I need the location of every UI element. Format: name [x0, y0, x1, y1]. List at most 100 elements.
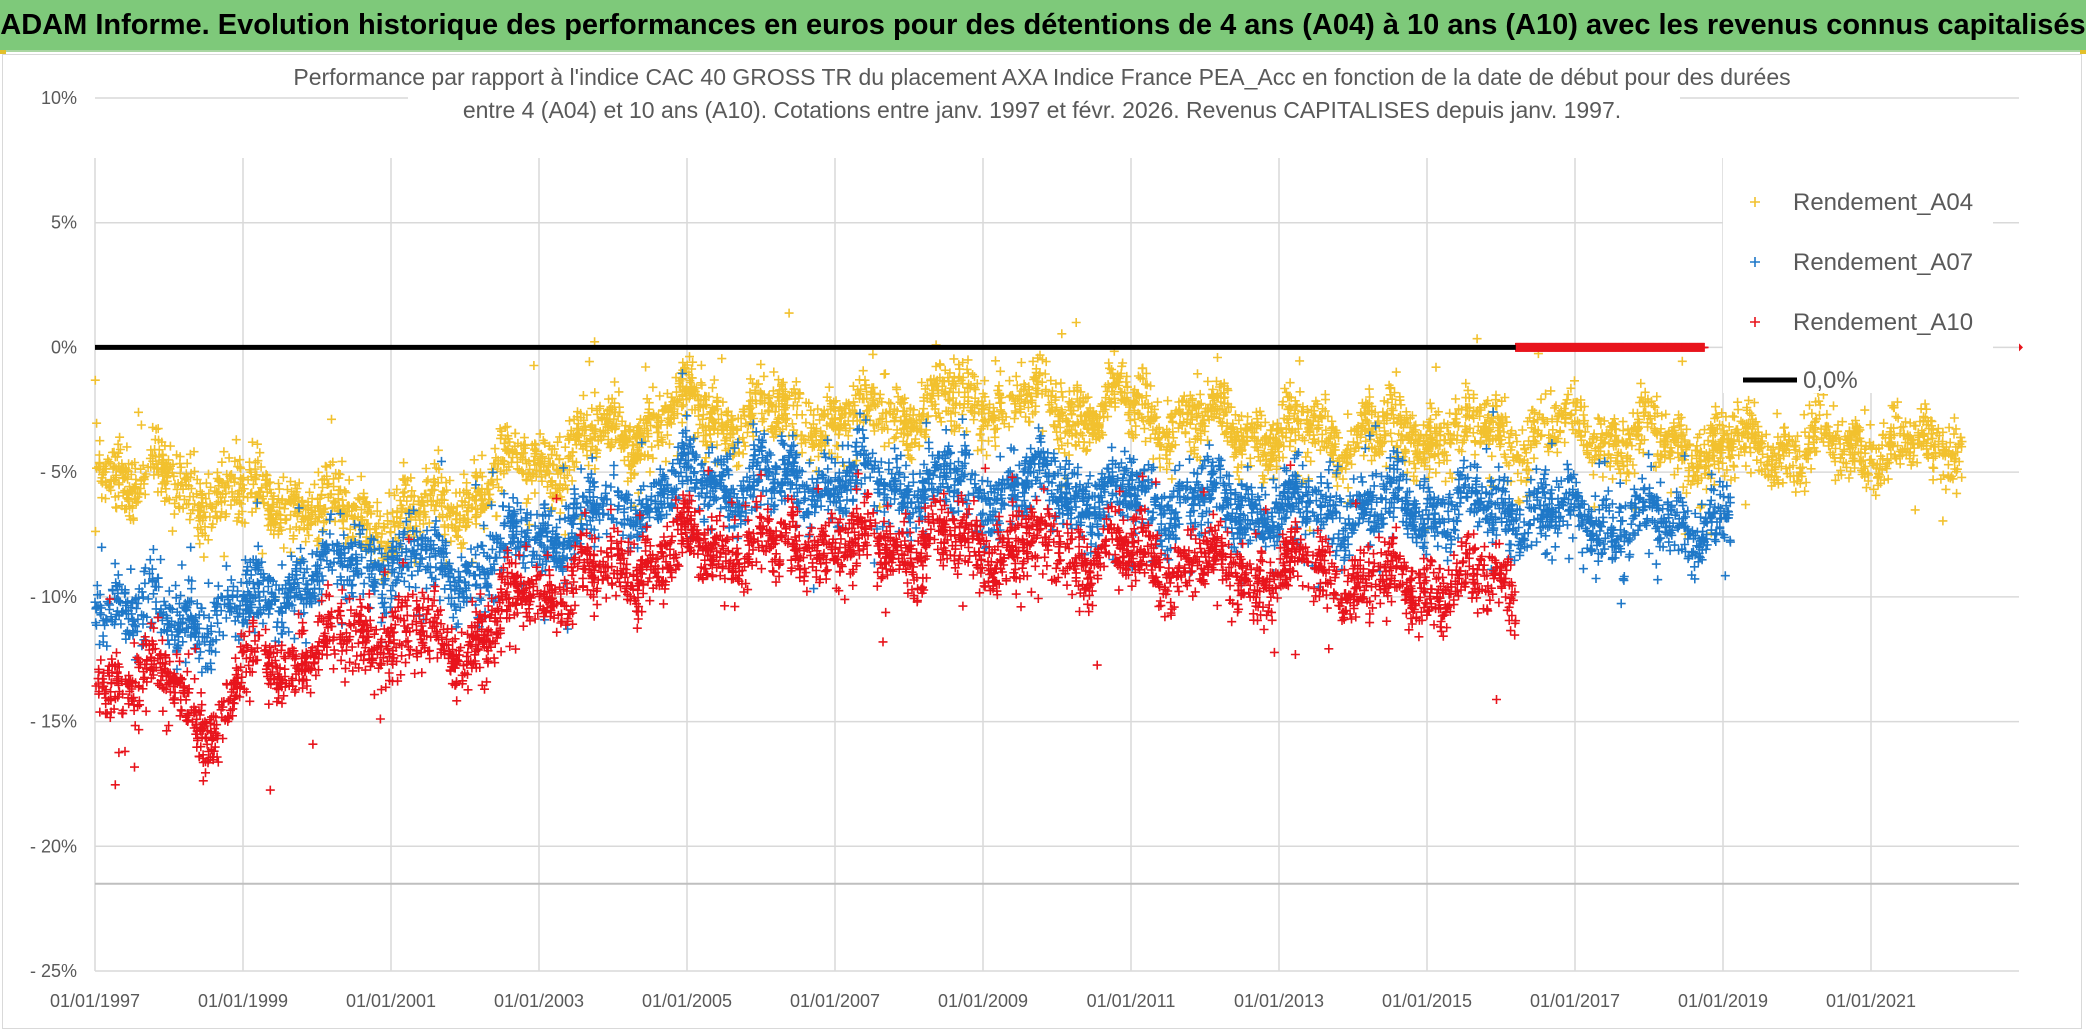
data-point [327, 414, 336, 424]
data-point [1552, 476, 1562, 486]
data-point [645, 467, 655, 477]
data-point [1057, 387, 1066, 397]
data-point [696, 360, 706, 370]
data-point [1529, 453, 1539, 463]
data-point [746, 374, 755, 384]
data-point [1163, 396, 1173, 406]
data-point [734, 461, 744, 470]
data-point [92, 418, 102, 428]
data-point [1148, 454, 1158, 464]
data-point [590, 464, 600, 474]
data-point [1860, 405, 1870, 415]
data-point [696, 378, 706, 388]
data-point [1752, 455, 1762, 465]
data-point [199, 552, 209, 562]
data-point [1071, 318, 1081, 327]
grid-lines [94, 97, 2019, 972]
data-point [279, 543, 289, 553]
data-point [797, 448, 807, 458]
data-point [677, 402, 687, 412]
data-point [257, 549, 267, 559]
data-point [372, 498, 382, 507]
data-point [824, 382, 834, 392]
data-point [977, 436, 987, 446]
data-point [1334, 433, 1343, 443]
data-point [717, 354, 727, 364]
data-point [535, 429, 545, 439]
data-point [1139, 424, 1149, 434]
data-point [655, 391, 665, 401]
data-point [1594, 414, 1604, 424]
data-point [1216, 455, 1226, 465]
data-point [1162, 464, 1172, 474]
data-point [161, 484, 171, 494]
data-point [1146, 433, 1155, 443]
data-point [1517, 425, 1527, 435]
data-point [1253, 452, 1263, 462]
data-point [386, 528, 396, 537]
data-point [1550, 542, 1560, 552]
data-point [555, 432, 565, 442]
data-point [555, 515, 565, 525]
data-point [858, 366, 868, 376]
data-point [294, 478, 304, 488]
data-point [681, 410, 690, 420]
banner-corner-right [2080, 50, 2086, 54]
data-point [1630, 468, 1640, 478]
data-point [136, 420, 146, 430]
data-point [1628, 460, 1638, 470]
data-point [1957, 472, 1967, 482]
data-point [936, 417, 946, 427]
data-point [413, 566, 423, 576]
data-point [1952, 488, 1962, 498]
data-point [641, 362, 651, 372]
data-point [1916, 404, 1926, 414]
data-point [282, 485, 292, 494]
data-point [388, 508, 398, 518]
data-point [1141, 391, 1151, 401]
data-point [1819, 437, 1828, 447]
data-point [1746, 468, 1756, 478]
data-point [662, 430, 672, 440]
data-point [187, 584, 196, 594]
series-rendement_a04 [90, 308, 1967, 602]
data-point [1445, 408, 1455, 418]
data-point [949, 354, 959, 364]
data-point [1741, 461, 1751, 471]
data-point [1871, 490, 1881, 500]
data-point [1644, 449, 1654, 459]
data-point [970, 385, 980, 395]
data-point [1741, 500, 1751, 510]
data-point [1185, 437, 1195, 447]
data-point [1193, 369, 1202, 379]
data-point [1910, 505, 1920, 515]
data-point [1877, 440, 1887, 450]
data-point [767, 400, 776, 410]
data-point [1661, 409, 1671, 419]
data-point [1343, 409, 1353, 419]
data-point [1285, 378, 1295, 388]
data-point [1386, 428, 1396, 438]
data-point [399, 458, 409, 468]
data-point [1652, 392, 1662, 402]
data-point [1385, 390, 1395, 400]
data-point [1487, 451, 1497, 461]
data-point [1063, 438, 1073, 448]
data-point [252, 498, 262, 508]
data-point [1579, 410, 1588, 420]
data-point [1636, 392, 1646, 402]
data-point [1536, 394, 1546, 404]
data-point [1424, 473, 1434, 482]
data-point [1011, 371, 1021, 381]
data-point [1744, 395, 1754, 405]
data-point [1944, 423, 1954, 433]
data-point [115, 432, 125, 442]
data-point [1792, 452, 1802, 462]
data-point [433, 445, 443, 455]
data-point [1541, 531, 1551, 541]
data-point [1295, 356, 1305, 366]
data-point [784, 308, 794, 318]
data-point [1364, 384, 1374, 394]
data-point [499, 438, 509, 448]
data-point [143, 594, 153, 604]
